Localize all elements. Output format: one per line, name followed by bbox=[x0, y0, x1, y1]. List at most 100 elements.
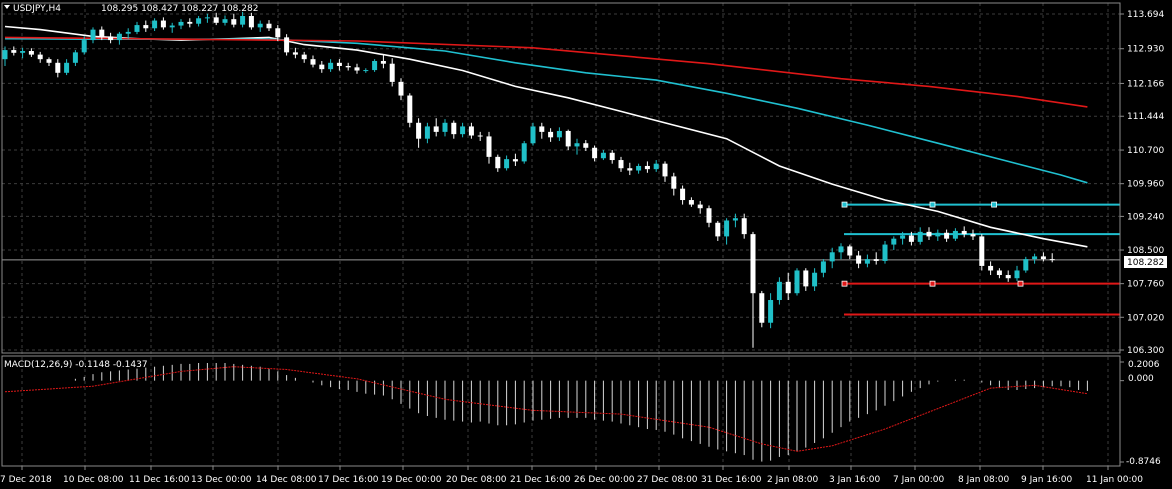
time-tick-label: 7 Jan 00:00 bbox=[893, 475, 945, 485]
candle bbox=[64, 59, 70, 76]
candle bbox=[996, 268, 1002, 279]
grid-lines bbox=[2, 3, 1120, 466]
candle bbox=[768, 293, 774, 329]
candle-body bbox=[741, 218, 747, 235]
price-tick-label: 107.020 bbox=[1127, 313, 1164, 323]
candle-body bbox=[169, 25, 175, 28]
candle-body bbox=[222, 19, 228, 23]
current-price-label: 108.282 bbox=[1127, 258, 1164, 268]
symbol-label: USDJPY,H4 bbox=[13, 4, 61, 14]
candle bbox=[319, 60, 325, 73]
time-tick-label: 8 Jan 08:00 bbox=[958, 475, 1010, 485]
candle-body bbox=[143, 25, 149, 29]
candle-body bbox=[504, 159, 510, 169]
price-tick-label: 112.930 bbox=[1127, 45, 1164, 55]
candle bbox=[680, 185, 686, 205]
candle bbox=[926, 227, 932, 241]
candle bbox=[847, 244, 853, 260]
candle-body bbox=[2, 50, 8, 60]
candle-body bbox=[600, 152, 606, 159]
candle bbox=[512, 153, 518, 166]
candle-body bbox=[609, 152, 615, 161]
symbol-dropdown-icon[interactable] bbox=[4, 5, 10, 9]
candle bbox=[380, 54, 386, 69]
candle-body bbox=[1014, 270, 1020, 279]
candle-body bbox=[794, 270, 800, 294]
candle-body bbox=[574, 143, 580, 147]
candle bbox=[116, 31, 122, 45]
candle bbox=[222, 15, 228, 26]
candle bbox=[662, 161, 668, 182]
candle-body bbox=[72, 52, 78, 63]
candle-body bbox=[627, 168, 633, 171]
candle bbox=[28, 48, 34, 57]
candle bbox=[935, 229, 941, 241]
candle-body bbox=[231, 19, 237, 25]
candle bbox=[231, 13, 237, 28]
candle bbox=[407, 93, 413, 128]
candle bbox=[900, 231, 906, 245]
candle bbox=[275, 25, 281, 41]
candle-body bbox=[204, 17, 210, 19]
candle-body bbox=[829, 252, 835, 262]
price-tick-label: 109.240 bbox=[1127, 212, 1164, 222]
current-price-box bbox=[1124, 256, 1167, 268]
price-tick-label: 107.760 bbox=[1127, 280, 1164, 290]
candle bbox=[72, 50, 78, 66]
candle-body bbox=[37, 54, 43, 60]
candle bbox=[970, 229, 976, 241]
macd-axis-zero: 0.000 bbox=[1128, 374, 1154, 384]
candle bbox=[46, 57, 52, 66]
ohlc-readout: 108.295 108.427 108.227 108.282 bbox=[101, 4, 258, 14]
time-tick-label: 21 Dec 16:00 bbox=[510, 475, 571, 485]
candle bbox=[328, 59, 334, 72]
candle bbox=[583, 140, 589, 151]
candle bbox=[759, 290, 765, 328]
candle bbox=[213, 12, 219, 26]
candle bbox=[451, 120, 457, 139]
candle bbox=[803, 268, 809, 291]
level-anchor-marker bbox=[929, 201, 936, 208]
candle bbox=[952, 228, 958, 241]
time-tick-label: 27 Dec 08:00 bbox=[637, 475, 698, 485]
candle-body bbox=[873, 259, 879, 261]
macd-axis-bottom: -0.8746 bbox=[1126, 457, 1161, 467]
candle bbox=[671, 172, 677, 196]
candle bbox=[776, 277, 782, 305]
candle-body bbox=[803, 270, 809, 287]
moving-average-line bbox=[4, 36, 1088, 108]
candle bbox=[486, 131, 492, 164]
candle bbox=[820, 259, 826, 278]
candle bbox=[882, 240, 888, 264]
candle-body bbox=[979, 236, 985, 266]
candle bbox=[750, 231, 756, 348]
candle bbox=[873, 252, 879, 265]
candle-body bbox=[354, 67, 360, 71]
candle-body bbox=[944, 232, 950, 239]
candle bbox=[706, 205, 712, 228]
candle bbox=[20, 47, 26, 59]
candle-body bbox=[81, 40, 87, 53]
candle bbox=[653, 160, 659, 172]
candle bbox=[310, 55, 316, 68]
candle-body bbox=[1040, 256, 1046, 260]
candle-body bbox=[988, 265, 994, 271]
candle-body bbox=[416, 122, 422, 139]
candle-body bbox=[460, 126, 466, 135]
time-tick-label: 31 Dec 16:00 bbox=[701, 475, 762, 485]
candle-body bbox=[847, 246, 853, 256]
main-panel-frame bbox=[1, 2, 1121, 354]
candle-body bbox=[539, 126, 545, 132]
candle bbox=[697, 200, 703, 214]
candle bbox=[55, 59, 61, 78]
current-price-tag: 108.282 bbox=[1124, 256, 1167, 268]
moving-average-line bbox=[4, 37, 1088, 184]
candle-body bbox=[724, 220, 730, 237]
candle-body bbox=[812, 272, 818, 287]
candle-body bbox=[838, 246, 844, 253]
moving-averages bbox=[4, 25, 1088, 248]
price-tick-label: 112.166 bbox=[1127, 79, 1164, 89]
candle-body bbox=[856, 255, 862, 264]
